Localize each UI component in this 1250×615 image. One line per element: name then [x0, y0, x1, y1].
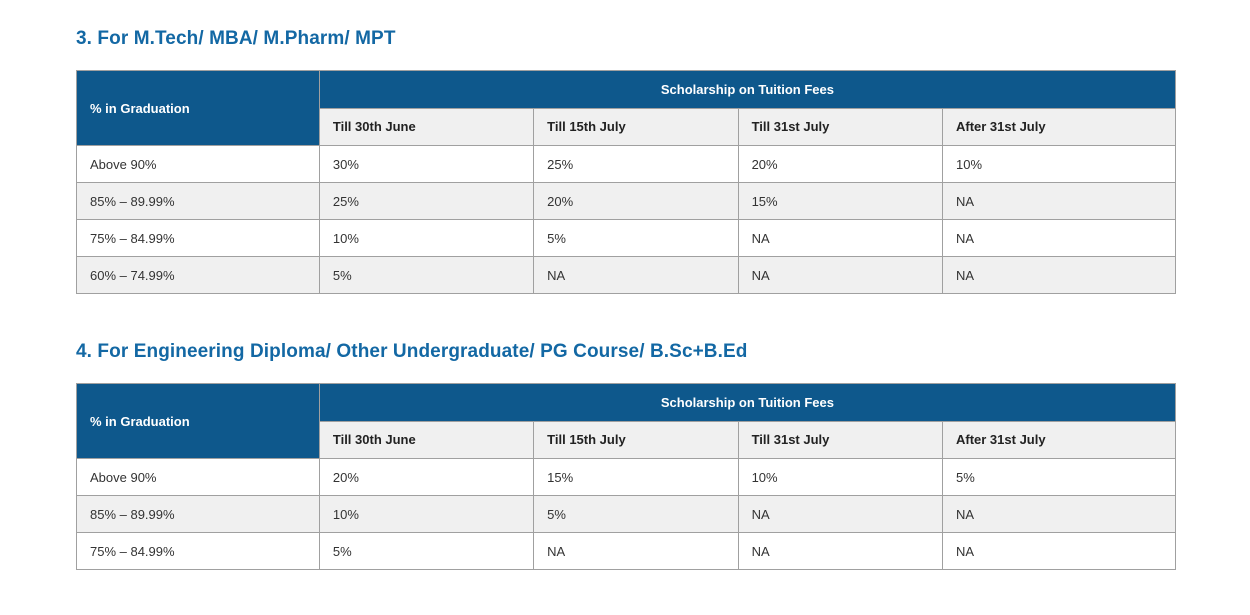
table-group-header-row: % in Graduation Scholarship on Tuition F…	[76, 70, 1177, 146]
section-heading-engineering: 4. For Engineering Diploma/ Other Underg…	[76, 341, 748, 362]
column-header: Till 31st July	[737, 420, 943, 459]
table-row: Above 90% 20% 15% 10% 5%	[76, 458, 1177, 496]
column-header: Till 31st July	[737, 107, 943, 146]
table-row: 60% – 74.99% 5% NA NA NA	[76, 256, 1177, 294]
column-header: Till 15th July	[533, 420, 739, 459]
column-header: After 31st July	[941, 420, 1177, 459]
scholarship-value-cell: 15%	[737, 182, 943, 220]
row-label-grade-range: 60% – 74.99%	[76, 256, 320, 294]
section-engineering-diploma: 4. For Engineering Diploma/ Other Underg…	[76, 341, 1177, 570]
table-row: 75% – 84.99% 10% 5% NA NA	[76, 219, 1177, 257]
scholarship-table-mtech: % in Graduation Scholarship on Tuition F…	[76, 70, 1177, 294]
scholarship-value-cell: 25%	[318, 182, 535, 220]
scholarship-value-cell: 5%	[318, 256, 535, 294]
group-header-cell: Scholarship on Tuition Fees	[318, 383, 1177, 422]
table-row: 85% – 89.99% 10% 5% NA NA	[76, 495, 1177, 533]
scholarship-value-cell: 10%	[318, 495, 535, 533]
scholarship-value-cell: NA	[941, 532, 1177, 570]
column-header: After 31st July	[941, 107, 1177, 146]
section-heading-mtech: 3. For M.Tech/ MBA/ M.Pharm/ MPT	[76, 28, 396, 49]
row-label-grade-range: 75% – 84.99%	[76, 219, 320, 257]
table-row: 75% – 84.99% 5% NA NA NA	[76, 532, 1177, 570]
row-label-grade-range: Above 90%	[76, 458, 320, 496]
scholarship-value-cell: NA	[533, 256, 739, 294]
scholarship-value-cell: 15%	[533, 458, 739, 496]
column-header: Till 30th June	[318, 107, 535, 146]
scholarship-table-engineering: % in Graduation Scholarship on Tuition F…	[76, 383, 1177, 570]
scholarship-value-cell: 10%	[941, 145, 1177, 183]
scholarship-value-cell: 30%	[318, 145, 535, 183]
scholarship-value-cell: 5%	[533, 495, 739, 533]
column-header: Till 15th July	[533, 107, 739, 146]
table-column-header-row: Till 30th June Till 15th July Till 31st …	[77, 420, 1177, 459]
section-mtech-mba: 3. For M.Tech/ MBA/ M.Pharm/ MPT % in Gr…	[76, 28, 1177, 294]
scholarship-value-cell: 10%	[318, 219, 535, 257]
scholarship-value-cell: 20%	[737, 145, 943, 183]
scholarship-value-cell: 20%	[533, 182, 739, 220]
scholarship-value-cell: NA	[737, 219, 943, 257]
scholarship-value-cell: 5%	[318, 532, 535, 570]
scholarship-value-cell: NA	[533, 532, 739, 570]
group-header-cell: Scholarship on Tuition Fees	[318, 70, 1177, 109]
row-label-grade-range: Above 90%	[76, 145, 320, 183]
row-label-grade-range: 75% – 84.99%	[76, 532, 320, 570]
scholarship-value-cell: NA	[941, 182, 1177, 220]
row-label-grade-range: 85% – 89.99%	[76, 495, 320, 533]
table-column-header-row: Till 30th June Till 15th July Till 31st …	[77, 107, 1177, 146]
corner-header-cell: % in Graduation	[76, 383, 320, 459]
table-row: Above 90% 30% 25% 20% 10%	[76, 145, 1177, 183]
column-header: Till 30th June	[318, 420, 535, 459]
scholarship-value-cell: NA	[941, 219, 1177, 257]
scholarship-value-cell: NA	[737, 495, 943, 533]
scholarship-value-cell: 25%	[533, 145, 739, 183]
table-row: 85% – 89.99% 25% 20% 15% NA	[76, 182, 1177, 220]
scholarship-value-cell: 20%	[318, 458, 535, 496]
scholarship-value-cell: NA	[737, 256, 943, 294]
scholarship-value-cell: 5%	[533, 219, 739, 257]
corner-header-cell: % in Graduation	[76, 70, 320, 146]
scholarship-value-cell: NA	[941, 256, 1177, 294]
scholarship-value-cell: NA	[941, 495, 1177, 533]
scholarship-value-cell: NA	[737, 532, 943, 570]
table-group-header-row: % in Graduation Scholarship on Tuition F…	[76, 383, 1177, 459]
scholarship-value-cell: 10%	[737, 458, 943, 496]
row-label-grade-range: 85% – 89.99%	[76, 182, 320, 220]
scholarship-value-cell: 5%	[941, 458, 1177, 496]
